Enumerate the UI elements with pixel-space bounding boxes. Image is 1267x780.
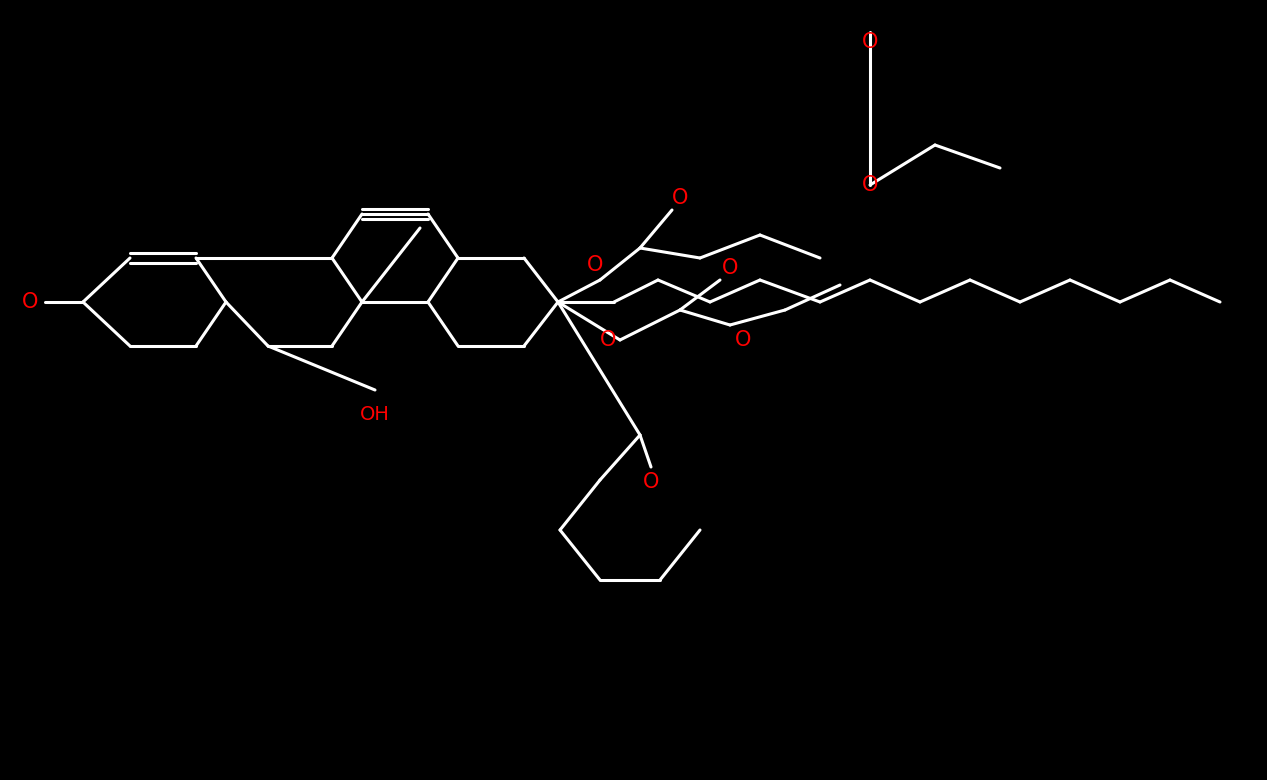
Text: O: O bbox=[862, 32, 878, 52]
Text: OH: OH bbox=[360, 406, 390, 424]
Text: O: O bbox=[587, 255, 603, 275]
Text: O: O bbox=[722, 258, 739, 278]
Text: O: O bbox=[599, 330, 616, 350]
Text: O: O bbox=[22, 292, 38, 312]
Text: O: O bbox=[672, 188, 688, 208]
Text: O: O bbox=[735, 330, 751, 350]
Text: O: O bbox=[642, 472, 659, 492]
Text: O: O bbox=[862, 175, 878, 195]
